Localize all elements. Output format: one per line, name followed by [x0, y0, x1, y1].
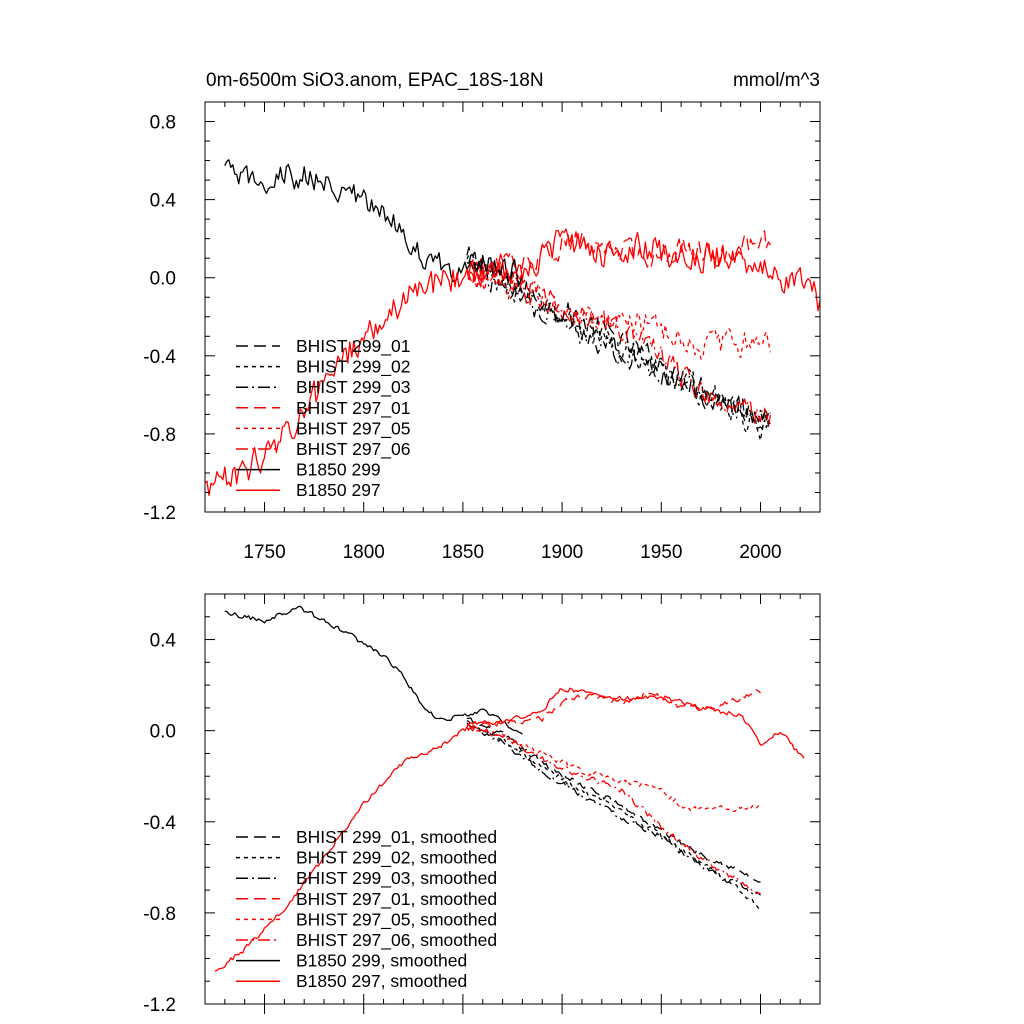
top-panel: 0m-6500m SiO3.anom, EPAC_18S-18N mmol/m^…: [143, 70, 821, 563]
bottom-legend-label-bhist-297-05-smoothed: BHIST 297_05, smoothed: [296, 909, 497, 930]
bottom-series-bhist-297-06-smoothed: [466, 723, 761, 895]
top-ytick-label: 0.4: [150, 191, 177, 212]
top-series-b1850-297: [204, 228, 821, 497]
top-legend-label-bhist-299-01: BHIST 299_01: [296, 336, 410, 357]
bottom-ticks-group: 0.4 0.0 -0.4 -0.8 -1.2: [143, 593, 821, 1016]
bottom-series-bhist-299-02-smoothed: [466, 720, 761, 911]
bottom-legend-label-bhist-297-06-smoothed: BHIST 297_06, smoothed: [296, 930, 497, 951]
top-legend-label-b1850-297: B1850 297: [296, 480, 381, 500]
top-series-group: [204, 159, 821, 497]
bottom-legend-label-b1850-297-smoothed: B1850 297, smoothed: [296, 971, 467, 991]
top-ytick-label: -0.4: [143, 347, 176, 368]
bottom-legend-label-bhist-299-01-smoothed: BHIST 299_01, smoothed: [296, 827, 497, 848]
top-xtick-label: 1750: [243, 542, 285, 563]
top-series-bhist-299-03: [466, 252, 771, 424]
bottom-series-bhist-299-01-smoothed: [466, 717, 761, 883]
top-series-bhist-299-02: [466, 253, 771, 442]
bottom-series-b1850-297-smoothed: [214, 687, 805, 972]
top-ticks-group: 0.8 0.4 0.0 -0.4 -0.8 -1.2 1750 1800 1850 1900 195…: [143, 101, 821, 563]
top-legend-label-b1850-299: B1850 299: [296, 460, 381, 480]
top-legend-label-bhist-299-03: BHIST 299_03: [296, 377, 410, 398]
top-chart-units: mmol/m^3: [733, 70, 820, 91]
top-ytick-label: 0.8: [150, 113, 176, 134]
bottom-series-bhist-297-05-smoothed: [466, 726, 762, 813]
top-series-bhist-297-06: [466, 263, 772, 428]
bottom-ytick-label: 0.0: [150, 722, 176, 743]
top-series-bhist-297-05: [466, 269, 772, 360]
top-series-b1850-299: [224, 159, 524, 287]
top-ytick-label: -0.8: [143, 425, 176, 446]
top-legend-label-bhist-297-06: BHIST 297_06: [296, 439, 410, 460]
bottom-ytick-label: -0.8: [143, 904, 176, 925]
top-xtick-label: 2000: [739, 542, 781, 563]
bottom-legend-label-bhist-299-03-smoothed: BHIST 299_03, smoothed: [296, 868, 497, 889]
top-series-bhist-299-01: [466, 246, 772, 430]
bottom-ytick-label: -1.2: [143, 995, 176, 1016]
top-ytick-label: -1.2: [143, 503, 176, 524]
top-series-bhist-297-01: [466, 230, 771, 285]
top-ytick-label: 0.0: [150, 269, 176, 290]
top-xtick-label: 1800: [343, 542, 385, 563]
bottom-series-bhist-299-03-smoothed: [466, 722, 761, 896]
bottom-legend-label-bhist-299-02-smoothed: BHIST 299_02, smoothed: [296, 848, 497, 869]
bottom-series-b1850-299-smoothed: [224, 605, 523, 735]
top-plot-frame: [204, 101, 821, 513]
top-legend-label-bhist-297-01: BHIST 297_01: [296, 398, 410, 419]
top-legend-label-bhist-297-05: BHIST 297_05: [296, 418, 410, 439]
top-xtick-label: 1950: [640, 542, 682, 563]
bottom-ytick-label: -0.4: [143, 813, 176, 834]
top-chart-title: 0m-6500m SiO3.anom, EPAC_18S-18N: [206, 70, 544, 91]
bottom-legend-label-bhist-297-01-smoothed: BHIST 297_01, smoothed: [296, 889, 497, 910]
bottom-panel: 0.4 0.0 -0.4 -0.8 -1.2 BHIST 299_01, smoothe…: [143, 593, 821, 1016]
bottom-legend-label-b1850-299-smoothed: B1850 299, smoothed: [296, 951, 467, 971]
top-legend-label-bhist-299-02: BHIST 299_02: [296, 357, 410, 378]
bottom-ytick-label: 0.4: [150, 631, 177, 652]
top-xtick-label: 1900: [541, 542, 583, 563]
top-xtick-label: 1850: [442, 542, 484, 563]
bottom-series-group: [214, 605, 805, 972]
